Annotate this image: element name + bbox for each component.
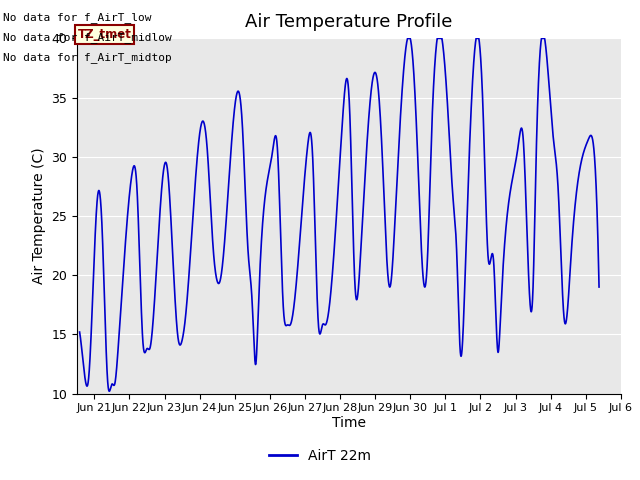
X-axis label: Time: Time (332, 416, 366, 430)
Text: No data for f_AirT_low: No data for f_AirT_low (3, 12, 152, 23)
Text: TZ_tmet: TZ_tmet (77, 28, 131, 41)
Text: No data for f_AirT_midtop: No data for f_AirT_midtop (3, 52, 172, 63)
Legend: AirT 22m: AirT 22m (264, 443, 376, 468)
Y-axis label: Air Temperature (C): Air Temperature (C) (31, 148, 45, 284)
Text: No data for f_AirT_midlow: No data for f_AirT_midlow (3, 32, 172, 43)
Title: Air Temperature Profile: Air Temperature Profile (245, 13, 452, 31)
